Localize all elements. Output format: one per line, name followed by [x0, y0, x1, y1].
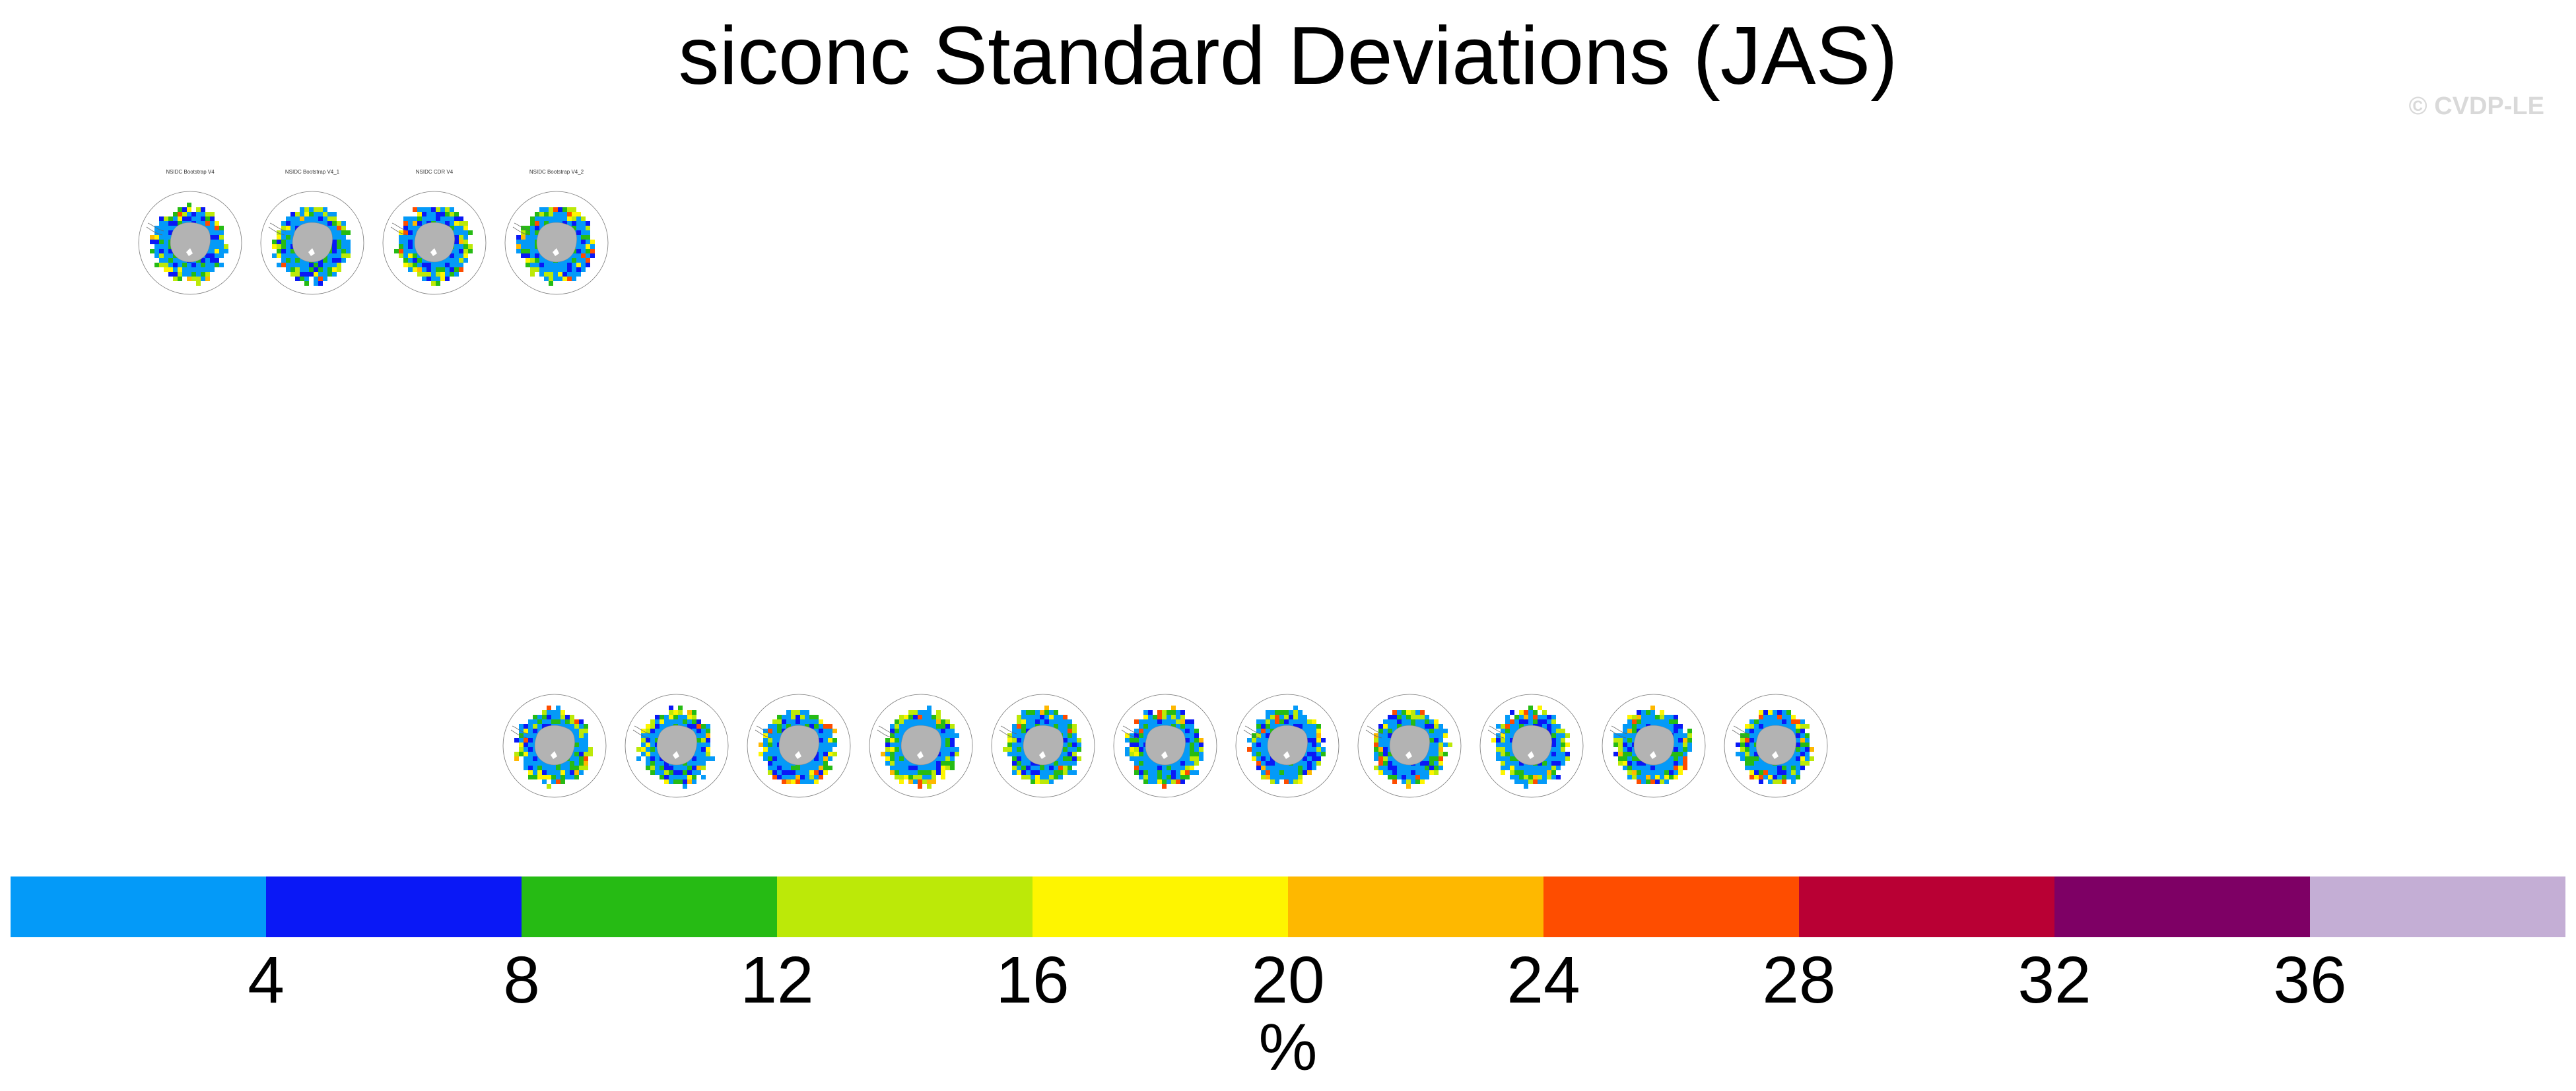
- figure-title: siconc Standard Deviations (JAS): [678, 11, 1898, 102]
- polar-map: [138, 191, 242, 295]
- map-panel: [1472, 686, 1591, 805]
- polar-map: [625, 694, 729, 798]
- polar-map: [1113, 694, 1217, 798]
- colorbar-box-6: [1543, 876, 1800, 937]
- polar-map: [382, 191, 487, 295]
- map-panel: NSIDC Bootstrap V4_2: [497, 169, 616, 302]
- colorbar-box-4: [1033, 876, 1289, 937]
- colorbar-box-7: [1799, 876, 2055, 937]
- colorbar-tick-label: 12: [740, 943, 814, 1017]
- polar-map: [1602, 694, 1706, 798]
- colorbar-tick-label: 4: [248, 943, 285, 1017]
- panel-title: NSIDC CDR V4: [415, 169, 454, 175]
- polar-map: [869, 694, 973, 798]
- map-panel: [1594, 686, 1713, 805]
- colorbar-units: %: [1258, 1010, 1318, 1084]
- panel-title: NSIDC Bootstrap V4: [166, 169, 215, 175]
- colorbar-box-2: [522, 876, 778, 937]
- map-panel: [1350, 686, 1469, 805]
- map-panel: [862, 686, 980, 805]
- map-panel: [617, 686, 736, 805]
- colorbar-box-8: [2054, 876, 2311, 937]
- map-panel: NSIDC Bootstrap V4_1: [253, 169, 372, 302]
- map-panel: [1716, 686, 1835, 805]
- polar-map: [1724, 694, 1828, 798]
- colorbar-tick-label: 28: [1762, 943, 1836, 1017]
- colorbar-tick-label: 36: [2273, 943, 2347, 1017]
- map-panel: NSIDC Bootstrap V4: [131, 169, 250, 302]
- colorbar-tick-label: 16: [996, 943, 1069, 1017]
- polar-map: [991, 694, 1095, 798]
- map-panel: NSIDC CDR V4: [375, 169, 494, 302]
- colorbar: [11, 876, 2565, 937]
- watermark: © CVDP-LE: [2408, 92, 2544, 120]
- polar-map: [1235, 694, 1339, 798]
- map-panel: [984, 686, 1102, 805]
- colorbar-box-5: [1288, 876, 1544, 937]
- map-panel: [1228, 686, 1347, 805]
- polar-map: [504, 191, 609, 295]
- colorbar-tick-label: 32: [2017, 943, 2091, 1017]
- map-panel: [739, 686, 858, 805]
- polar-map: [1357, 694, 1462, 798]
- colorbar-box-1: [266, 876, 522, 937]
- map-panel: [495, 686, 614, 805]
- panel-title: NSIDC Bootstrap V4_2: [529, 169, 584, 175]
- colorbar-box-3: [777, 876, 1033, 937]
- panel-title: NSIDC Bootstrap V4_1: [285, 169, 340, 175]
- colorbar-tick-label: 8: [503, 943, 540, 1017]
- colorbar-box-0: [11, 876, 267, 937]
- colorbar-tick-label: 20: [1251, 943, 1325, 1017]
- colorbar-box-9: [2310, 876, 2565, 937]
- polar-map: [260, 191, 364, 295]
- colorbar-tick-label: 24: [1507, 943, 1580, 1017]
- map-panel: [1106, 686, 1225, 805]
- polar-map: [747, 694, 851, 798]
- polar-map: [502, 694, 607, 798]
- polar-map: [1479, 694, 1584, 798]
